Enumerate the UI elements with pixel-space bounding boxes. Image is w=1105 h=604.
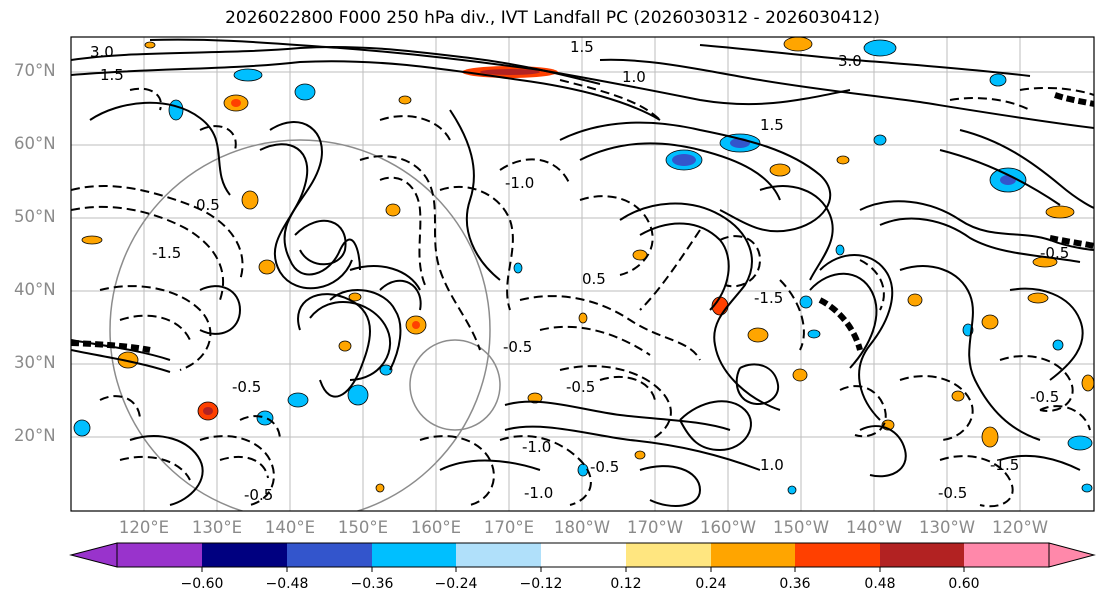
colorbar-segment [964,543,1049,567]
colorbar-segment [711,543,795,567]
colorbar-tick-label: 0.24 [695,576,727,592]
gradient-bands [71,92,1094,353]
lon-label: 130°E [191,518,243,537]
colorbar-segment [202,543,287,567]
contour-label: -1.0 [524,484,553,502]
negative-contours [71,79,1094,508]
lon-label: 160°E [410,518,462,537]
range-rings [109,139,501,511]
contour-label: -1.0 [522,438,551,456]
contour-label: 3.0 [90,43,114,61]
contour-label: -0.5 [1030,388,1059,406]
lat-label: 70°N [14,61,56,80]
colorbar-tick-label: −0.48 [265,576,309,592]
lon-label: 120°W [991,518,1049,537]
colorbar-extend-low [69,542,118,568]
colorbar-segment [456,543,541,567]
colorbar-tick-label: −0.12 [519,576,563,592]
contour-label: -0.5 [590,458,619,476]
colorbar-extend-high [1048,542,1096,568]
lat-label: 50°N [14,207,56,226]
colorbar-tick-label: 0.36 [779,576,811,592]
contour-label: 0.5 [196,196,220,214]
colorbar-segment [880,543,964,567]
lon-label: 140°W [845,518,903,537]
colorbar-tick-label: 0.48 [864,576,896,592]
contour-label: 1.5 [760,116,784,134]
lon-label: 170°E [483,518,535,537]
colorbar-segment [287,543,372,567]
lon-label: 160°W [699,518,757,537]
colorbar-tick-label: −0.36 [350,576,394,592]
colorbar-frame [116,542,1050,568]
contour-labels: 3.0 1.5 -0.5 -0.5 1.0 -1.0 1.5 -1.5 0.5 … [90,38,1069,504]
contour-label: -1.0 [505,174,534,192]
lon-label: 140°E [264,518,316,537]
lat-label: 40°N [14,280,56,299]
contour-label: -1.5 [152,244,181,262]
contour-label: 0.5 [582,270,606,288]
contour-label: 1.0 [622,68,646,86]
contour-label: 3.0 [838,52,862,70]
contour-label: -0.5 [244,486,273,504]
colorbar-tick-label: 0.60 [948,576,980,592]
colorbar-tick-label: −0.24 [434,576,478,592]
lon-label: 150°W [772,518,830,537]
lon-label: 170°W [626,518,684,537]
lat-label: 20°N [14,426,56,445]
lon-label: 130°W [918,518,976,537]
contour-label: -0.5 [232,378,261,396]
colorbar-segment [626,543,711,567]
positive-contours [71,38,1094,507]
colorbar [69,542,1096,572]
contour-label: 1.5 [100,66,124,84]
colorbar-segment [541,543,626,567]
lon-label: 120°E [118,518,170,537]
colorbar-segment [372,543,456,567]
contour-label: -1.5 [990,456,1019,474]
contour-label: -0.5 [1040,244,1069,262]
contour-label: -0.5 [566,378,595,396]
lon-label: 150°E [337,518,389,537]
colorbar-segment [117,543,202,567]
lat-label: 60°N [14,134,56,153]
contour-label: -1.5 [754,289,783,307]
map-frame [70,36,1095,512]
lat-label: 30°N [14,353,56,372]
contour-label: 1.0 [760,456,784,474]
map-title: 2026022800 F000 250 hPa div., IVT Landfa… [225,8,880,28]
colorbar-tick-label: 0.12 [610,576,642,592]
lon-label: 180°W [553,518,611,537]
contour-label: -0.5 [938,484,967,502]
contour-label: -0.5 [503,338,532,356]
colorbar-tick-label: −0.60 [180,576,224,592]
contour-label: 1.5 [570,38,594,56]
colorbar-segment [795,543,880,567]
